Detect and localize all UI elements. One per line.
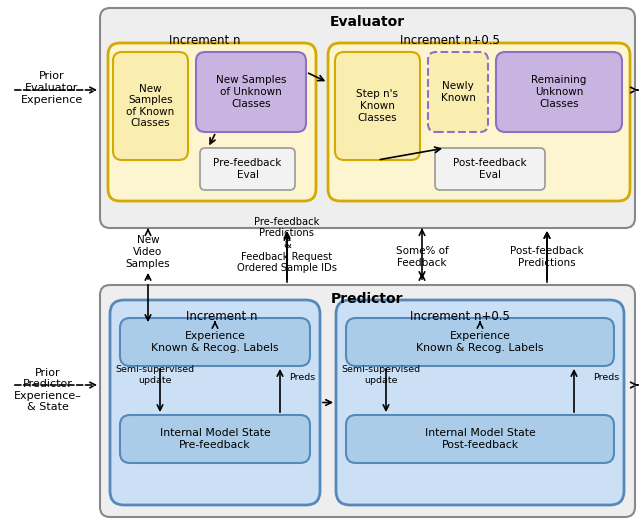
Text: Remaining
Unknown
Classes: Remaining Unknown Classes [531,75,587,108]
FancyBboxPatch shape [335,52,420,160]
Text: Internal Model State
Post-feedback: Internal Model State Post-feedback [424,428,536,450]
FancyBboxPatch shape [100,285,635,517]
Text: Preds: Preds [593,374,619,383]
FancyBboxPatch shape [120,415,310,463]
Text: Post-feedback
Eval: Post-feedback Eval [453,158,527,180]
Text: Pre-feedback
Eval: Pre-feedback Eval [213,158,282,180]
FancyBboxPatch shape [435,148,545,190]
Text: Experience
Known & Recog. Labels: Experience Known & Recog. Labels [416,331,544,353]
Text: New
Samples
of Known
Classes: New Samples of Known Classes [126,84,175,128]
Text: Increment n+0.5: Increment n+0.5 [410,311,510,323]
FancyBboxPatch shape [200,148,295,190]
Text: Post-feedback
Predictions: Post-feedback Predictions [510,246,584,268]
Text: Increment n: Increment n [186,311,258,323]
Text: Increment n: Increment n [169,34,241,47]
FancyBboxPatch shape [496,52,622,132]
Text: New
Video
Samples: New Video Samples [125,235,170,269]
Text: Newly
Known: Newly Known [440,81,476,103]
Text: Step n's
Known
Classes: Step n's Known Classes [356,90,399,123]
FancyBboxPatch shape [100,8,635,228]
Text: Some% of
Feedback: Some% of Feedback [396,246,449,268]
FancyBboxPatch shape [336,300,624,505]
Text: Semi-supervised
update: Semi-supervised update [341,365,420,385]
Text: New Samples
of Unknown
Classes: New Samples of Unknown Classes [216,75,286,108]
FancyBboxPatch shape [110,300,320,505]
Text: Semi-supervised
update: Semi-supervised update [115,365,194,385]
Text: Pre-feedback
Predictions
&
Feedback Request
Ordered Sample IDs: Pre-feedback Predictions & Feedback Requ… [237,217,337,273]
Text: Prior
Predictor
Experience–
& State: Prior Predictor Experience– & State [14,368,82,412]
FancyBboxPatch shape [113,52,188,160]
Text: Internal Model State
Pre-feedback: Internal Model State Pre-feedback [159,428,270,450]
FancyBboxPatch shape [428,52,488,132]
Text: Evaluator: Evaluator [330,15,405,29]
FancyBboxPatch shape [346,415,614,463]
FancyBboxPatch shape [120,318,310,366]
FancyBboxPatch shape [196,52,306,132]
FancyBboxPatch shape [346,318,614,366]
FancyBboxPatch shape [108,43,316,201]
Text: Increment n+0.5: Increment n+0.5 [400,34,500,47]
Text: Experience
Known & Recog. Labels: Experience Known & Recog. Labels [151,331,279,353]
Text: Preds: Preds [289,374,315,383]
FancyBboxPatch shape [328,43,630,201]
Text: Prior
Evaluator
Experience: Prior Evaluator Experience [21,71,83,105]
Text: Predictor: Predictor [332,292,404,306]
